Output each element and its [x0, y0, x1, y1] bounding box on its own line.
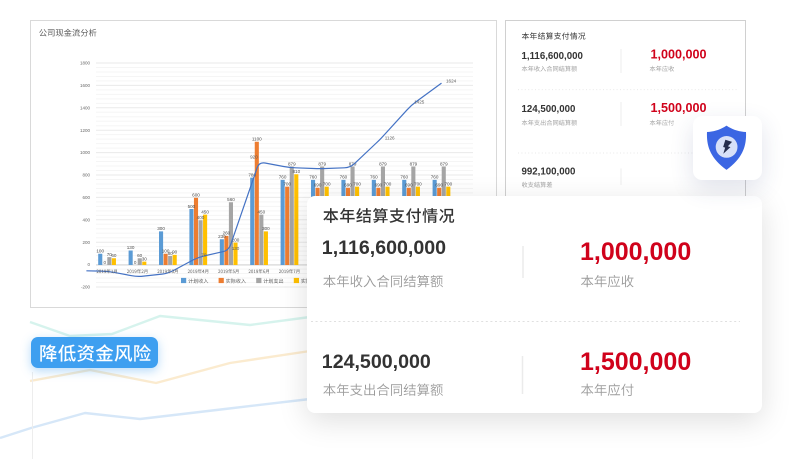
svg-text:450: 450 — [257, 209, 265, 214]
svg-text:1,116,600,000: 1,116,600,000 — [322, 237, 446, 259]
svg-text:879: 879 — [288, 161, 296, 166]
svg-text:124,500,000: 124,500,000 — [322, 351, 431, 373]
svg-text:700: 700 — [353, 181, 361, 186]
svg-text:700: 700 — [384, 181, 392, 186]
svg-text:600: 600 — [192, 193, 200, 198]
svg-text:200: 200 — [82, 240, 90, 245]
svg-text:760: 760 — [309, 175, 317, 180]
svg-text:100: 100 — [96, 249, 104, 254]
svg-text:760: 760 — [370, 175, 378, 180]
svg-text:1600: 1600 — [80, 83, 91, 88]
svg-text:1425: 1425 — [414, 99, 425, 104]
svg-text:100: 100 — [162, 249, 170, 254]
svg-text:1400: 1400 — [80, 105, 91, 110]
svg-text:60: 60 — [111, 253, 117, 258]
svg-text:0: 0 — [134, 260, 137, 265]
svg-text:1000: 1000 — [80, 150, 91, 155]
svg-text:1800: 1800 — [80, 61, 91, 66]
svg-text:200: 200 — [232, 237, 240, 242]
svg-text:1,000,000: 1,000,000 — [580, 238, 691, 266]
svg-text:1,000,000: 1,000,000 — [651, 47, 707, 61]
svg-text:690: 690 — [375, 183, 383, 188]
svg-text:0: 0 — [104, 260, 107, 265]
svg-text:760: 760 — [431, 175, 439, 180]
svg-text:1,116,600,000: 1,116,600,000 — [522, 51, 583, 62]
svg-text:700: 700 — [414, 181, 422, 186]
svg-text:879: 879 — [349, 161, 357, 166]
svg-text:1,500,000: 1,500,000 — [580, 348, 691, 376]
svg-text:70: 70 — [107, 252, 113, 257]
svg-text:760: 760 — [340, 175, 348, 180]
svg-text:0: 0 — [87, 262, 90, 267]
svg-text:1624: 1624 — [446, 78, 457, 83]
svg-text:560: 560 — [227, 197, 235, 202]
svg-text:690: 690 — [314, 183, 322, 188]
svg-text:780: 780 — [248, 172, 256, 177]
svg-text:30: 30 — [142, 256, 148, 261]
svg-text:80: 80 — [168, 251, 174, 256]
svg-text:600: 600 — [82, 195, 90, 200]
svg-text:879: 879 — [318, 161, 326, 166]
svg-text:690: 690 — [405, 183, 413, 188]
svg-text:1200: 1200 — [80, 128, 91, 133]
svg-text:500: 500 — [188, 204, 196, 209]
svg-text:1126: 1126 — [385, 136, 395, 141]
svg-text:90: 90 — [172, 250, 178, 255]
svg-text:260: 260 — [223, 231, 231, 236]
svg-text:130: 130 — [232, 246, 240, 251]
svg-text:130: 130 — [127, 245, 135, 250]
svg-text:760: 760 — [400, 175, 408, 180]
svg-text:810: 810 — [292, 169, 300, 174]
svg-text:760: 760 — [279, 175, 287, 180]
svg-text:879: 879 — [379, 161, 387, 166]
svg-text:690: 690 — [344, 183, 352, 188]
svg-text:400: 400 — [197, 215, 205, 220]
svg-text:800: 800 — [82, 173, 90, 178]
svg-text:1,500,000: 1,500,000 — [651, 101, 707, 115]
svg-text:300: 300 — [262, 226, 270, 231]
svg-text:124,500,000: 124,500,000 — [522, 104, 576, 115]
svg-text:992,100,000: 992,100,000 — [522, 166, 576, 177]
svg-text:60: 60 — [137, 253, 143, 258]
svg-text:70: 70 — [201, 253, 207, 258]
svg-text:879: 879 — [410, 161, 418, 166]
svg-text:700: 700 — [444, 181, 452, 186]
svg-text:-200: -200 — [81, 285, 91, 290]
svg-text:879: 879 — [440, 161, 448, 166]
svg-text:400: 400 — [82, 217, 90, 222]
svg-text:920: 920 — [250, 155, 258, 160]
svg-text:700: 700 — [283, 181, 291, 186]
svg-text:690: 690 — [435, 183, 443, 188]
svg-text:450: 450 — [201, 209, 209, 214]
svg-text:700: 700 — [323, 181, 331, 186]
svg-text:300: 300 — [157, 226, 165, 231]
svg-text:230: 230 — [218, 234, 226, 239]
svg-text:1100: 1100 — [252, 137, 262, 142]
